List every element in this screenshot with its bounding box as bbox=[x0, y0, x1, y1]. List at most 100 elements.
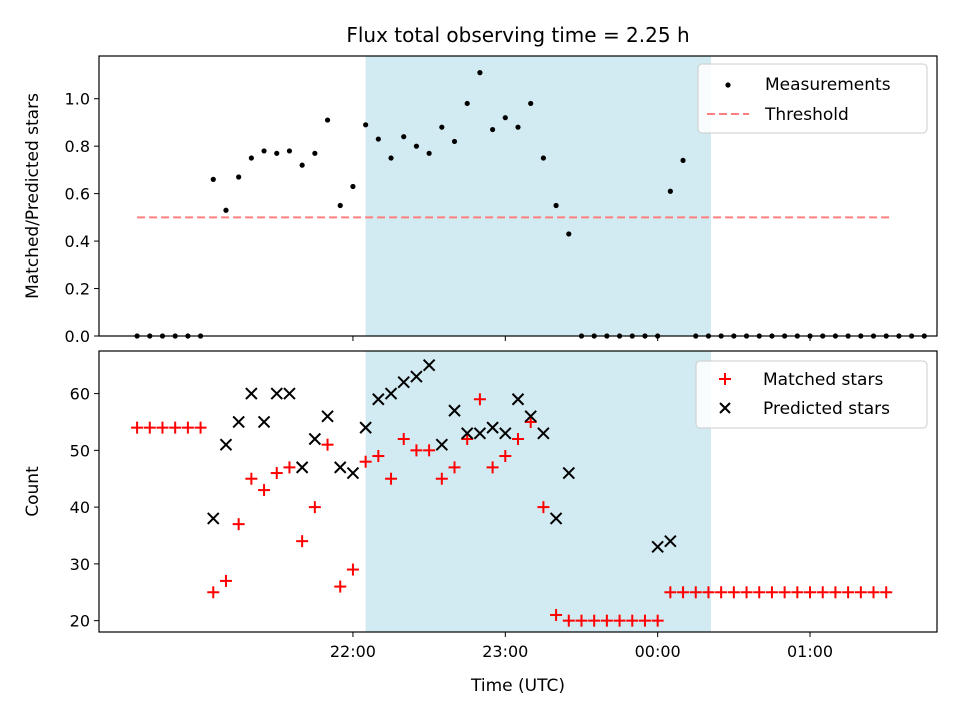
matched-star-point bbox=[258, 484, 271, 497]
count-legend: Matched stars Predicted stars bbox=[695, 360, 928, 429]
count-panel: 20 30 40 50 60 22:00 23:00 00:00 01:00 Count Ti… bbox=[23, 350, 938, 696]
observing-window-span bbox=[365, 56, 711, 336]
measurement-point bbox=[680, 157, 686, 164]
measurement-point bbox=[413, 143, 420, 149]
measurement-point bbox=[324, 117, 331, 123]
matched-star-point bbox=[575, 614, 588, 627]
matched-star-point bbox=[702, 586, 715, 599]
matched-star-point bbox=[283, 461, 296, 474]
count-points bbox=[131, 358, 893, 627]
predicted-star-point bbox=[664, 534, 677, 548]
matched-star-point bbox=[207, 586, 220, 599]
measurement-points bbox=[134, 70, 927, 339]
measurement-point bbox=[248, 155, 254, 161]
measurement-point bbox=[312, 150, 318, 156]
matched-star-point bbox=[219, 574, 232, 587]
measurement-point bbox=[299, 162, 305, 168]
matched-star-point bbox=[156, 421, 169, 434]
ratio-panel-frame bbox=[98, 55, 938, 337]
y-tick-label: 0.8 bbox=[65, 137, 90, 156]
x-tick-label: 01:00 bbox=[787, 642, 833, 661]
matched-star-point bbox=[715, 586, 728, 599]
matched-star-point bbox=[740, 586, 753, 599]
predicted-star-point bbox=[549, 512, 563, 525]
matched-star-point bbox=[194, 421, 207, 434]
matched-star-point bbox=[664, 586, 677, 599]
matched-star-point bbox=[854, 586, 867, 599]
matched-star-point bbox=[765, 586, 778, 599]
predicted-star-point bbox=[511, 393, 525, 406]
matched-star-point bbox=[842, 586, 855, 599]
legend-predicted-label: Predicted stars bbox=[763, 399, 890, 419]
ratio-y-axis: 0.0 0.2 0.4 0.6 0.8 1.0 bbox=[65, 90, 99, 346]
legend-predicted-marker bbox=[719, 402, 731, 414]
matched-star-point bbox=[308, 501, 321, 514]
predicted-star-point bbox=[410, 370, 423, 383]
measurement-point bbox=[426, 150, 432, 156]
matched-star-point bbox=[499, 450, 512, 463]
matched-star-point bbox=[181, 421, 194, 434]
measurement-point bbox=[502, 115, 508, 121]
chart-title: Flux total observing time = 2.25 h bbox=[346, 23, 689, 47]
predicted-star-point bbox=[473, 427, 487, 440]
predicted-star-point bbox=[435, 438, 449, 451]
measurement-point bbox=[363, 122, 369, 128]
measurement-point bbox=[566, 231, 572, 237]
matched-star-point bbox=[169, 421, 182, 434]
y-tick-label: 60 bbox=[70, 385, 90, 404]
y-tick-label: 0.4 bbox=[65, 232, 90, 251]
time-x-axis-label: Time (UTC) bbox=[470, 676, 565, 696]
measurement-point bbox=[439, 124, 445, 130]
ratio-legend-box bbox=[697, 63, 928, 134]
count-y-axis-label: Count bbox=[23, 466, 43, 517]
matched-star-point bbox=[245, 472, 258, 485]
measurement-point bbox=[337, 202, 343, 209]
matched-star-point bbox=[626, 614, 639, 627]
matched-star-point bbox=[397, 432, 410, 445]
predicted-star-point bbox=[448, 404, 461, 417]
matched-star-point bbox=[143, 421, 156, 434]
measurement-point bbox=[350, 183, 356, 190]
count-y-axis: 20 30 40 50 60 bbox=[70, 385, 99, 631]
matched-star-point bbox=[677, 586, 690, 599]
predicted-star-point bbox=[295, 461, 309, 474]
matched-star-point bbox=[651, 614, 664, 627]
x-tick-label: 00:00 bbox=[635, 642, 681, 661]
measurement-point bbox=[375, 136, 381, 142]
predicted-star-point bbox=[308, 432, 322, 446]
y-tick-label: 50 bbox=[70, 441, 90, 460]
matched-star-point bbox=[423, 444, 436, 457]
predicted-star-point bbox=[359, 421, 372, 434]
measurement-point bbox=[667, 188, 673, 194]
observing-window-span bbox=[365, 351, 711, 632]
predicted-star-point bbox=[207, 512, 220, 525]
predicted-star-point bbox=[562, 466, 575, 480]
matched-star-point bbox=[804, 586, 817, 599]
y-tick-label: 40 bbox=[70, 498, 90, 517]
measurement-point bbox=[286, 148, 293, 154]
measurement-point bbox=[477, 70, 483, 76]
x-tick-label: 23:00 bbox=[482, 642, 528, 661]
matched-star-point bbox=[588, 614, 601, 627]
matched-star-point bbox=[131, 421, 144, 434]
measurement-point bbox=[210, 176, 216, 182]
y-tick-label: 30 bbox=[70, 555, 90, 574]
matched-star-point bbox=[791, 586, 804, 599]
predicted-star-point bbox=[219, 438, 233, 451]
matched-star-point bbox=[562, 614, 575, 627]
predicted-star-point bbox=[384, 387, 398, 400]
measurement-point bbox=[274, 150, 280, 156]
matched-star-point bbox=[778, 586, 791, 599]
predicted-star-point bbox=[346, 466, 360, 480]
ratio-legend: Measurements Threshold bbox=[697, 63, 928, 134]
measurement-point bbox=[528, 100, 534, 107]
matched-star-point bbox=[689, 586, 702, 599]
predicted-star-point bbox=[372, 393, 385, 406]
matched-star-point bbox=[372, 450, 385, 463]
measurement-point bbox=[236, 174, 242, 180]
matched-star-point bbox=[232, 518, 245, 531]
matched-star-point bbox=[270, 467, 283, 480]
matched-star-point bbox=[638, 614, 651, 627]
predicted-star-point bbox=[334, 461, 347, 474]
